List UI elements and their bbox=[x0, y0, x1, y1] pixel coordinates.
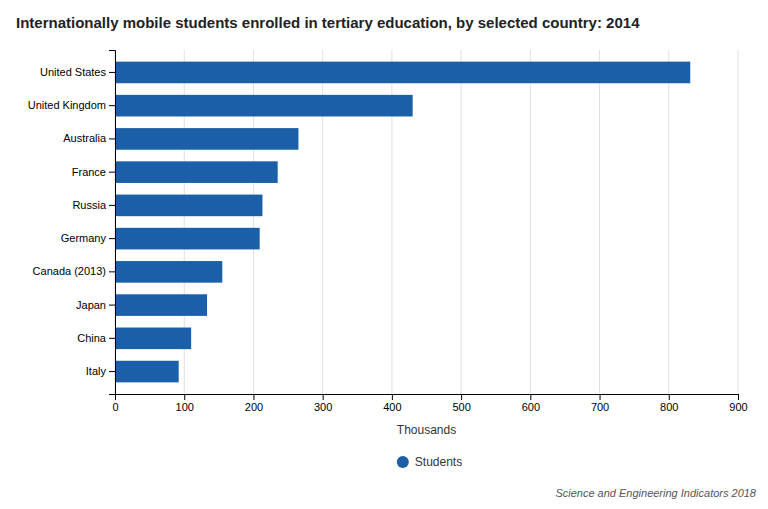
y-tick-label: Canada (2013) bbox=[33, 265, 106, 277]
bar bbox=[115, 95, 413, 117]
y-tick: Australia bbox=[63, 132, 115, 144]
y-tick: Japan bbox=[76, 299, 115, 311]
x-tick: 500 bbox=[452, 394, 470, 413]
bar bbox=[115, 361, 179, 383]
y-tick-label: Italy bbox=[86, 365, 107, 377]
bar bbox=[115, 228, 260, 250]
x-tick-mark bbox=[253, 394, 254, 400]
x-tick: 200 bbox=[245, 394, 263, 413]
bar bbox=[115, 294, 207, 316]
footnote: Science and Engineering Indicators 2018 bbox=[555, 487, 756, 499]
y-tick-mark bbox=[109, 305, 115, 306]
y-tick-mark bbox=[109, 238, 115, 239]
x-tick-label: 300 bbox=[314, 401, 332, 413]
bar bbox=[115, 195, 262, 217]
x-tick: 0 bbox=[112, 394, 118, 413]
y-tick-label: United Kingdom bbox=[28, 99, 106, 111]
x-axis-line bbox=[116, 395, 739, 401]
x-tick-mark bbox=[669, 394, 670, 400]
x-tick-mark bbox=[461, 394, 462, 400]
x-tick-mark bbox=[392, 394, 393, 400]
grid-line bbox=[530, 50, 531, 394]
x-tick: 800 bbox=[660, 394, 678, 413]
grid-line bbox=[461, 50, 462, 394]
x-tick-mark bbox=[600, 394, 601, 400]
bar bbox=[115, 161, 278, 183]
y-tick-mark bbox=[109, 271, 115, 272]
grid-line bbox=[738, 50, 739, 394]
x-tick: 400 bbox=[383, 394, 401, 413]
y-tick-mark bbox=[109, 138, 115, 139]
x-tick-label: 0 bbox=[112, 401, 118, 413]
y-tick-label: United States bbox=[40, 66, 107, 78]
y-tick: France bbox=[72, 166, 115, 178]
y-tick: United States bbox=[40, 66, 115, 78]
x-tick: 100 bbox=[176, 394, 194, 413]
x-tick-label: 400 bbox=[383, 401, 401, 413]
x-tick: 600 bbox=[522, 394, 540, 413]
y-tick-label: China bbox=[77, 332, 107, 344]
y-tick-label: Germany bbox=[61, 232, 107, 244]
grid bbox=[115, 50, 738, 394]
bars bbox=[115, 62, 690, 383]
x-tick-label: 100 bbox=[176, 401, 194, 413]
x-label: Thousands bbox=[397, 423, 456, 437]
bar bbox=[115, 62, 690, 84]
x-tick-label: 700 bbox=[591, 401, 609, 413]
y-tick-label: Russia bbox=[72, 199, 107, 211]
x-tick-label: 200 bbox=[245, 401, 263, 413]
legend: Students bbox=[397, 455, 462, 469]
x-tick-mark bbox=[530, 394, 531, 400]
x-tick-label: 600 bbox=[522, 401, 540, 413]
bar bbox=[115, 328, 191, 350]
y-tick-mark bbox=[109, 371, 115, 372]
legend-label: Students bbox=[415, 455, 462, 469]
y-tick-label: Australia bbox=[63, 132, 107, 144]
title: Internationally mobile students enrolled… bbox=[16, 14, 640, 31]
y-tick-mark bbox=[109, 172, 115, 173]
plot: 0 100 200 300 400 500 600 700 800 900 United State… bbox=[28, 50, 748, 413]
y-axis: United States United Kingdom Australia Fran… bbox=[28, 51, 116, 395]
y-tick-mark bbox=[109, 105, 115, 106]
y-tick: Italy bbox=[86, 365, 115, 377]
y-axis-line bbox=[109, 51, 116, 395]
bar bbox=[115, 261, 222, 283]
x-tick-mark bbox=[323, 394, 324, 400]
grid-line bbox=[668, 50, 669, 394]
y-tick: Russia bbox=[72, 199, 115, 211]
x-tick-label: 800 bbox=[660, 401, 678, 413]
x-axis: 0 100 200 300 400 500 600 700 800 900 bbox=[112, 394, 747, 413]
y-tick-label: France bbox=[72, 166, 106, 178]
x-tick: 300 bbox=[314, 394, 332, 413]
x-tick: 900 bbox=[729, 394, 747, 413]
x-tick-mark bbox=[184, 394, 185, 400]
x-tick: 700 bbox=[591, 394, 609, 413]
x-tick-label: 500 bbox=[452, 401, 470, 413]
grid-line bbox=[599, 50, 600, 394]
y-tick: United Kingdom bbox=[28, 99, 115, 111]
y-tick-label: Japan bbox=[76, 299, 106, 311]
bar bbox=[115, 128, 298, 150]
legend-swatch bbox=[397, 456, 409, 468]
y-tick-mark bbox=[109, 338, 115, 339]
legend-item: Students bbox=[397, 455, 462, 469]
y-tick-mark bbox=[109, 72, 115, 73]
x-tick-mark bbox=[738, 394, 739, 400]
y-tick: China bbox=[77, 332, 115, 344]
y-tick: Germany bbox=[61, 232, 115, 244]
y-tick-mark bbox=[109, 205, 115, 206]
chart: Internationally mobile students enrolled… bbox=[0, 0, 768, 509]
x-tick-label: 900 bbox=[729, 401, 747, 413]
y-tick: Canada (2013) bbox=[33, 265, 115, 277]
